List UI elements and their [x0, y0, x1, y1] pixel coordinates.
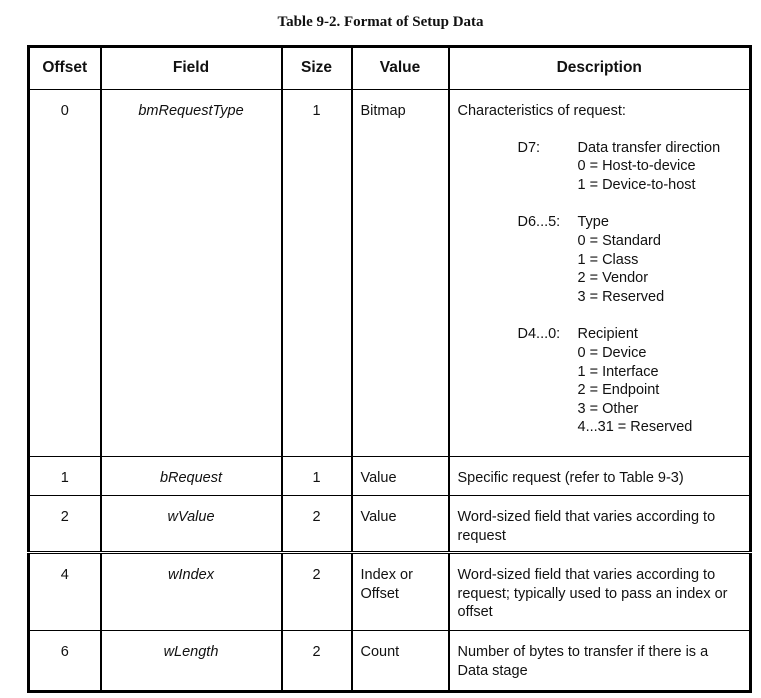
description-text: Characteristics of request: — [457, 103, 626, 119]
cell-field: wLength — [99, 629, 283, 692]
header-offset: Offset — [27, 46, 102, 90]
header-description: Description — [447, 46, 752, 90]
bitfield-label: D4...0: — [517, 326, 561, 343]
cell-offset: 2 — [27, 494, 102, 553]
bitfield-line: 0 = Device — [577, 344, 647, 361]
cell-description: Word-sized field that varies according t… — [447, 494, 752, 553]
cell-size: 2 — [280, 494, 353, 553]
table-row: 1 bRequest 1 Value Specific request (ref… — [27, 455, 752, 496]
bitfield-line: 3 = Other — [577, 400, 639, 417]
header-value: Value — [350, 46, 450, 90]
bitfield-line: 1 = Device-to-host — [577, 176, 696, 193]
cell-value: Bitmap — [350, 89, 450, 457]
bitfield-line: 1 = Class — [577, 251, 639, 268]
header-size: Size — [280, 46, 353, 90]
bitfield-line: 0 = Host-to-device — [577, 158, 696, 175]
table-row: 6 wLength 2 Count Number of bytes to tra… — [27, 629, 752, 692]
cell-size: 1 — [280, 89, 353, 457]
cell-field: wIndex — [99, 550, 283, 631]
cell-offset: 1 — [27, 455, 102, 496]
header-field: Field — [99, 46, 283, 90]
bitfield-label: D6...5: — [517, 214, 561, 231]
bitfield-line: Type — [577, 214, 609, 231]
cell-offset: 0 — [27, 89, 102, 457]
cell-offset: 4 — [27, 550, 102, 631]
bitfield-line: 0 = Standard — [577, 232, 661, 249]
bitfield-d4-0: D4...0: Recipient 0 = Device 1 = Interfa… — [518, 325, 742, 437]
bitfield-d7: D7: Data transfer direction 0 = Host-to-… — [518, 139, 742, 195]
table-row: 0 bmRequestType 1 Bitmap Characteristics… — [27, 89, 752, 457]
cell-field: bmRequestType — [99, 89, 283, 457]
cell-description: Number of bytes to transfer if there is … — [447, 629, 752, 692]
cell-size: 2 — [280, 629, 353, 692]
bitfield-line: 2 = Vendor — [577, 270, 649, 287]
cell-description: Characteristics of request: D7: Data tra… — [447, 89, 752, 457]
cell-value: Value — [350, 455, 450, 496]
cell-size: 2 — [280, 550, 353, 631]
cell-description: Word-sized field that varies according t… — [447, 550, 752, 631]
cell-field: bRequest — [99, 455, 283, 496]
bitfield-line: 2 = Endpoint — [577, 382, 660, 399]
bitfield-label: D7: — [517, 139, 541, 156]
table-row: 2 wValue 2 Value Word-sized field that v… — [27, 494, 752, 553]
bitfield-line: 4...31 = Reserved — [577, 419, 693, 436]
cell-field: wValue — [99, 494, 283, 553]
setup-data-table: Offset Field Size Value Description 0 bm… — [27, 45, 752, 693]
cell-description: Specific request (refer to Table 9-3) — [447, 455, 752, 496]
bitfield-d6-5: D6...5: Type 0 = Standard 1 = Class 2 = … — [518, 213, 742, 306]
table-caption: Table 9-2. Format of Setup Data — [277, 14, 484, 30]
cell-value: Index or Offset — [350, 550, 450, 631]
bitfield-line: Data transfer direction — [577, 139, 721, 156]
cell-offset: 6 — [27, 629, 102, 692]
bitfield-line: 3 = Reserved — [577, 288, 665, 305]
cell-value: Count — [350, 629, 450, 692]
table-row: 4 wIndex 2 Index or Offset Word-sized fi… — [27, 550, 752, 631]
bitfield-line: 1 = Interface — [577, 363, 659, 380]
header-row: Offset Field Size Value Description — [27, 46, 752, 90]
bitfield-line: Recipient — [577, 326, 638, 343]
bitfield-list: D7: Data transfer direction 0 = Host-to-… — [518, 139, 742, 437]
cell-size: 1 — [280, 455, 353, 496]
cell-value: Value — [350, 494, 450, 553]
